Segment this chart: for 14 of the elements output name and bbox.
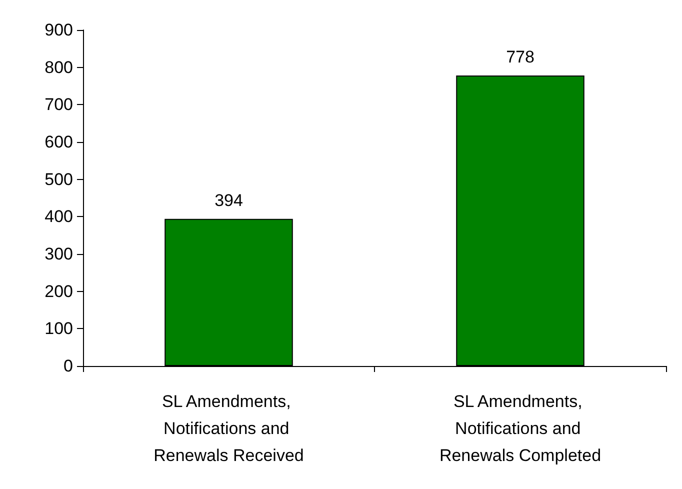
y-tick-label: 100 <box>44 319 73 338</box>
y-tick-label: 200 <box>44 282 73 301</box>
y-tick-label: 800 <box>44 58 73 77</box>
data-label: 778 <box>506 48 534 67</box>
y-tick-label: 700 <box>44 95 73 114</box>
data-label: 394 <box>214 190 243 210</box>
y-tick-label: 600 <box>44 132 73 152</box>
x-tick-label: SL Amendments, Notifications and Renewals Received <box>154 392 304 465</box>
y-tick-label: 500 <box>44 170 73 189</box>
x-tick-label: SL Amendments, Notifications and Renewals Completed <box>439 392 602 465</box>
y-tick-label: 0 <box>64 356 73 376</box>
y-tick-label: 900 <box>44 20 73 40</box>
y-tick-label: 400 <box>44 207 73 226</box>
y-tick-label: 300 <box>44 244 73 264</box>
